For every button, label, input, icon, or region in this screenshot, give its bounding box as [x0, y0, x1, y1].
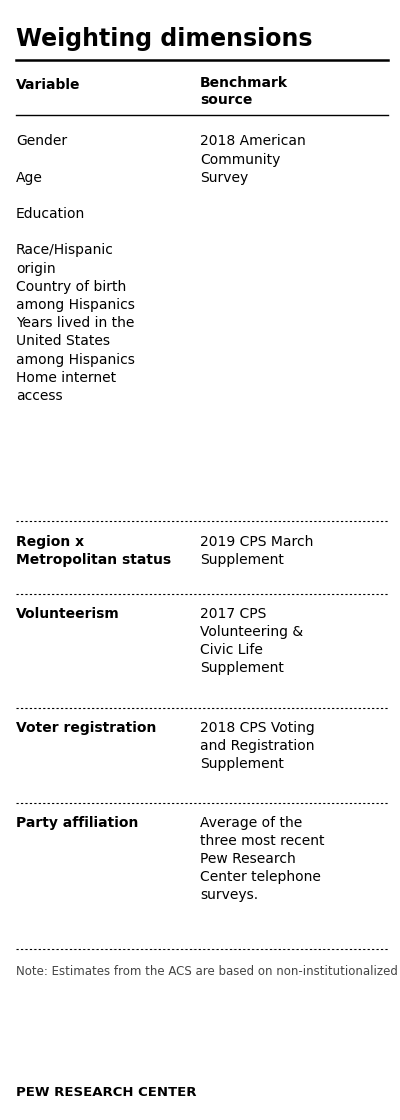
Text: PEW RESEARCH CENTER: PEW RESEARCH CENTER — [16, 1086, 196, 1100]
Text: Benchmark
source: Benchmark source — [200, 76, 288, 108]
Text: Weighting dimensions: Weighting dimensions — [16, 27, 312, 50]
Text: 2019 CPS March
Supplement: 2019 CPS March Supplement — [200, 535, 313, 567]
Text: 2018 CPS Voting
and Registration
Supplement: 2018 CPS Voting and Registration Supplem… — [200, 721, 315, 771]
Text: 2017 CPS
Volunteering &
Civic Life
Supplement: 2017 CPS Volunteering & Civic Life Suppl… — [200, 607, 303, 674]
Text: Region x
Metropolitan status: Region x Metropolitan status — [16, 535, 171, 567]
Text: Average of the
three most recent
Pew Research
Center telephone
surveys.: Average of the three most recent Pew Res… — [200, 816, 324, 902]
Text: Party affiliation: Party affiliation — [16, 816, 138, 831]
Text: Variable: Variable — [16, 78, 80, 92]
Text: Gender

Age

Education

Race/Hispanic
origin
Country of birth
among Hispanics
Ye: Gender Age Education Race/Hispanic origi… — [16, 134, 135, 403]
Text: Volunteerism: Volunteerism — [16, 607, 120, 620]
Text: Voter registration: Voter registration — [16, 721, 156, 736]
Text: 2018 American
Community
Survey: 2018 American Community Survey — [200, 134, 306, 185]
Text: Note: Estimates from the ACS are based on non-institutionalized adults. Voter re: Note: Estimates from the ACS are based o… — [16, 965, 400, 979]
